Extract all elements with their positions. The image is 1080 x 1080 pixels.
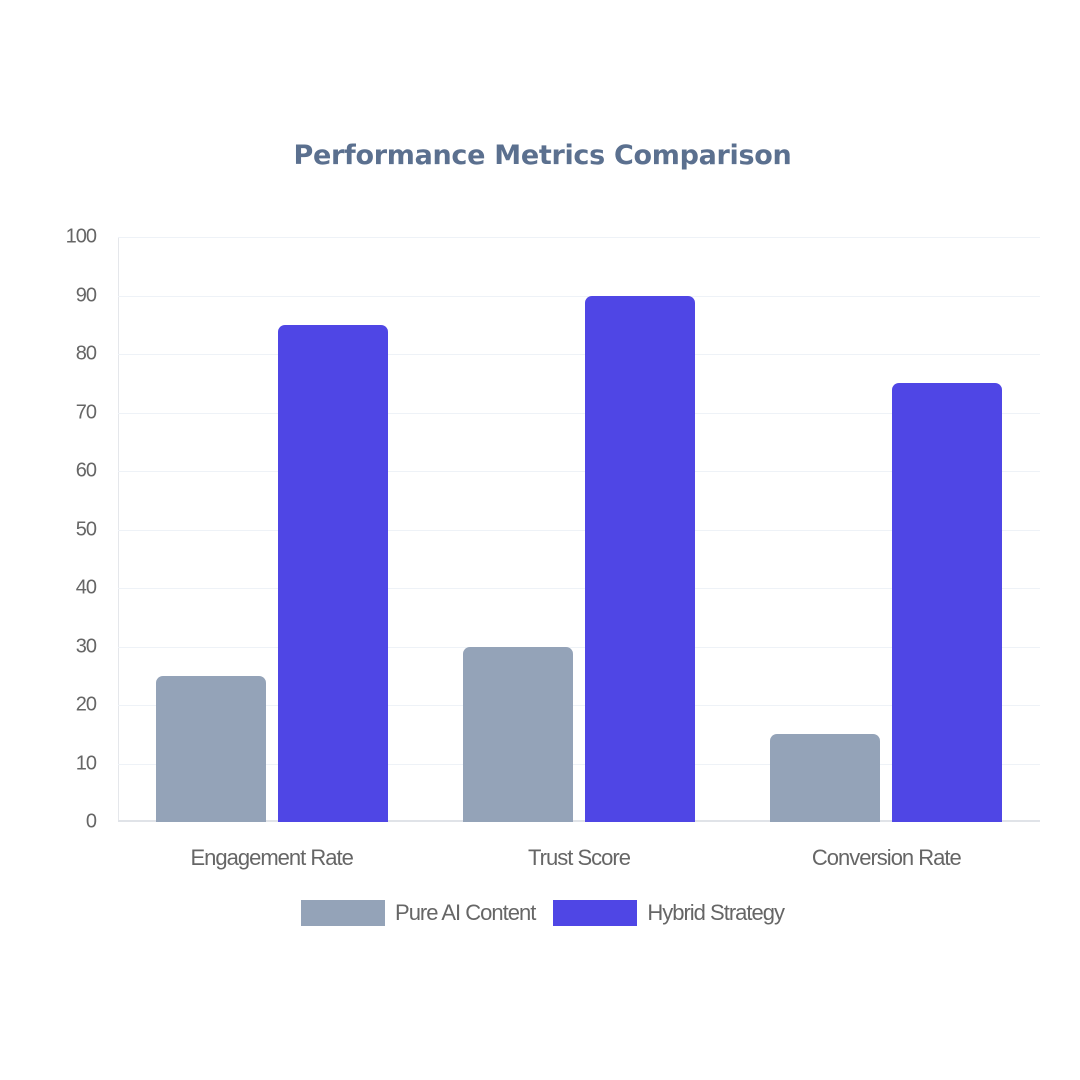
- y-tick-label: 0: [85, 810, 97, 833]
- gridline: [118, 412, 1040, 414]
- plot-area: [118, 237, 1040, 822]
- legend-swatch-hybrid: [553, 900, 638, 926]
- gridline: [118, 295, 1040, 297]
- legend-label: Pure AI Content: [395, 900, 536, 925]
- gridline: [118, 237, 1040, 238]
- bar-hybrid-strategy-trust-score[interactable]: [585, 295, 695, 822]
- bar-pure-ai-content-trust-score[interactable]: [463, 646, 573, 822]
- gridline: [118, 588, 1040, 589]
- y-tick-label: 90: [75, 284, 97, 306]
- x-tick-label: Engagement Rate: [190, 845, 353, 870]
- y-tick-label: 100: [65, 225, 97, 248]
- gridline: [118, 529, 1040, 531]
- bar-pure-ai-content-engagement-rate[interactable]: [155, 675, 266, 822]
- y-tick-label: 50: [75, 518, 97, 540]
- chart-title: Performance Metrics Comparison: [293, 140, 792, 171]
- legend-item-pure-ai[interactable]: Pure AI Content: [301, 900, 536, 926]
- bar-hybrid-strategy-conversion-rate[interactable]: [892, 383, 1003, 822]
- y-tick-label: 30: [75, 635, 97, 657]
- gridline: [118, 705, 1040, 706]
- y-tick-label: 60: [75, 459, 97, 482]
- bar-hybrid-strategy-engagement-rate[interactable]: [277, 324, 388, 822]
- y-tick-label: 70: [75, 401, 97, 423]
- gridline: [118, 354, 1040, 355]
- x-tick-label: Trust Score: [528, 845, 631, 870]
- bar-pure-ai-content-conversion-rate[interactable]: [770, 734, 881, 822]
- x-axis-line: [118, 820, 1040, 822]
- y-tick-label: 80: [75, 342, 97, 365]
- y-tick-label: 20: [75, 693, 97, 716]
- legend-label: Hybrid Strategy: [647, 900, 785, 925]
- legend-item-hybrid[interactable]: Hybrid Strategy: [553, 900, 785, 926]
- legend: Pure AI Content Hybrid Strategy: [0, 900, 1080, 926]
- gridline: [118, 471, 1040, 472]
- legend-swatch-pure-ai: [301, 900, 386, 926]
- y-tick-label: 10: [75, 752, 97, 774]
- y-tick-label: 40: [75, 576, 97, 599]
- x-tick-label: Conversion Rate: [811, 845, 962, 870]
- gridline: [118, 646, 1040, 648]
- gridline: [118, 763, 1040, 765]
